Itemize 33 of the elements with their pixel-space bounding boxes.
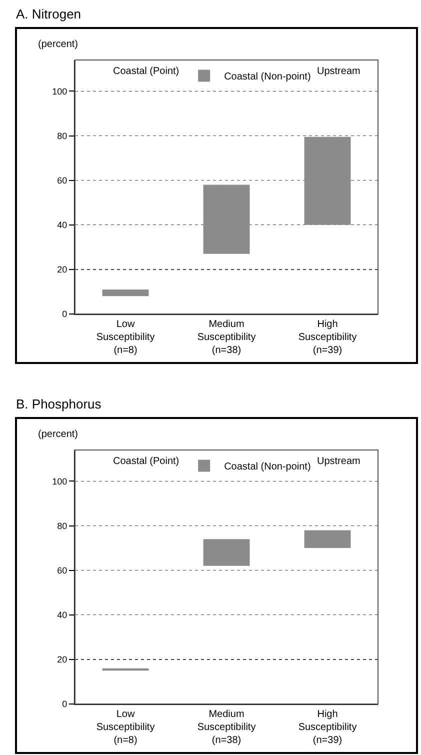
y-tick-label: 60: [57, 175, 68, 186]
annotation: Coastal (Point): [113, 456, 180, 467]
chart-title: B. Phosphorus: [16, 396, 102, 412]
legend-label: Coastal (Non-point): [224, 72, 311, 83]
bar: [203, 184, 250, 254]
y-tick-label: 40: [57, 610, 68, 620]
bar: [304, 530, 351, 548]
chart-title: A. Nitrogen: [16, 6, 82, 22]
y-tick-label: 80: [57, 130, 68, 141]
x-tick-label: Medium Susceptibility (n=38): [197, 319, 256, 356]
legend-label: Coastal (Non-point): [224, 462, 311, 473]
bar: [304, 136, 351, 225]
y-tick-label: 20: [57, 654, 68, 665]
y-tick-label: 40: [57, 220, 68, 230]
x-tick-label: Low Susceptibility (n=8): [96, 709, 155, 746]
y-tick-label: 80: [57, 520, 68, 531]
y-tick-label: 0: [62, 309, 68, 320]
x-tick-label: Medium Susceptibility (n=38): [197, 709, 256, 746]
annotation: Upstream: [317, 66, 360, 77]
y-tick-label: 100: [52, 86, 68, 96]
y-axis-title: (percent): [38, 39, 78, 50]
x-tick-label: High Susceptibility (n=39): [298, 319, 357, 356]
y-tick-label: 0: [62, 699, 68, 710]
x-tick-label: Low Susceptibility (n=8): [96, 319, 155, 356]
y-tick-label: 20: [57, 264, 68, 275]
y-axis-title: (percent): [38, 429, 78, 440]
x-tick-label: High Susceptibility (n=39): [298, 709, 357, 746]
bar: [102, 289, 149, 296]
y-tick-label: 60: [57, 565, 68, 576]
annotation: Upstream: [317, 456, 360, 467]
annotation: Coastal (Point): [113, 66, 180, 77]
y-tick-label: 100: [52, 476, 68, 486]
bar: [203, 539, 250, 566]
